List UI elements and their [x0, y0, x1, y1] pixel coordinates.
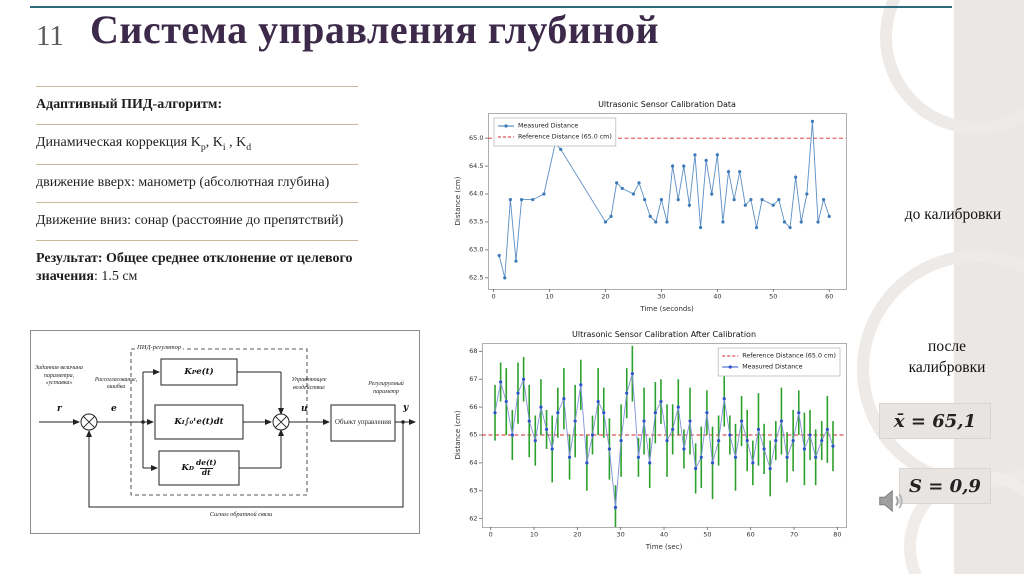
slide-number: 11	[36, 20, 64, 52]
kd-fraction: de(t) dt	[195, 458, 217, 477]
text-segment: , K	[205, 134, 223, 150]
bullet-dynamic-correction: Динамическая коррекция Kp, Ki , Kd	[36, 123, 358, 164]
text-segment: Динамическая коррекция K	[36, 134, 201, 150]
top-divider	[30, 6, 952, 8]
control-var: u	[301, 404, 308, 414]
bullet-adaptive-pid: Адаптивный ПИД-алгоритм:	[36, 86, 358, 124]
left-text-panel: Адаптивный ПИД-алгоритм: Динамическая ко…	[36, 86, 358, 296]
kp-expr: e(t)	[196, 367, 214, 377]
kd-symbol: K	[181, 463, 189, 473]
subscript-d: d	[246, 141, 252, 153]
calibration-before-canvas	[452, 96, 856, 316]
ornament-ring	[880, 0, 1024, 134]
diagram-shapes	[39, 348, 416, 508]
calibration-before-chart	[452, 96, 856, 316]
mean-formula: x̄ = 65,1	[879, 403, 991, 439]
calibration-after-canvas	[452, 326, 856, 554]
ki-symbol: K	[174, 417, 182, 427]
output-label: Регулируемый параметр	[368, 381, 404, 395]
feedback-label: Сигнал обратной связи	[209, 511, 273, 518]
controller-label: ПИД-регулятор	[135, 344, 184, 353]
bullet-result: Результат: Общее среднее отклонение от ц…	[36, 240, 358, 296]
bullet-result-value: : 1.5 см	[93, 268, 138, 284]
kd-denominator: dt	[199, 467, 213, 477]
setpoint-label: Заданная величина параметра, «уставка»	[35, 365, 83, 386]
bullet-adaptive-pid-text: Адаптивный ПИД-алгоритм:	[36, 97, 223, 112]
ki-sub: I	[181, 418, 185, 426]
setpoint-var: r	[57, 404, 62, 414]
bullet-result-bold: Результат: Общее среднее отклонение от ц…	[36, 251, 353, 284]
slide-title: Система управления глубиной	[90, 7, 660, 52]
ki-expr: ∫₀ᵗe(t)dt	[184, 417, 224, 427]
kp-symbol: K	[184, 367, 192, 377]
error-label: Рассогла­сование, ошибка	[94, 377, 138, 391]
caption-before-calibration: до калибровки	[904, 206, 1002, 223]
pid-block-diagram: ПИД-регулятор Заданная величина параметр…	[30, 330, 420, 534]
bullet-down-motion: Движение вниз: сонар (расстояние до преп…	[36, 202, 358, 240]
calibration-after-chart	[452, 326, 856, 554]
bullet-up-motion: движение вверх: манометр (абсолютная глу…	[36, 164, 358, 202]
kp-sub: P	[191, 368, 197, 376]
text-segment: , K	[225, 134, 247, 150]
caption-after-calibration: после калибровки	[908, 338, 986, 376]
output-var: y	[403, 403, 409, 413]
control-label: Управляющее воздействие	[291, 377, 327, 391]
error-var: e	[111, 404, 117, 414]
speaker-icon[interactable]	[876, 486, 906, 516]
subscript-p: p	[200, 141, 206, 153]
plant-block: Объект управления	[335, 418, 391, 426]
subscript-i: i	[222, 141, 226, 153]
std-formula: S = 0,9	[899, 468, 991, 504]
kd-sub: D	[188, 464, 194, 472]
ki-block: K I ∫₀ᵗe(t)dt	[155, 405, 243, 439]
kd-numerator: de(t)	[195, 458, 217, 468]
